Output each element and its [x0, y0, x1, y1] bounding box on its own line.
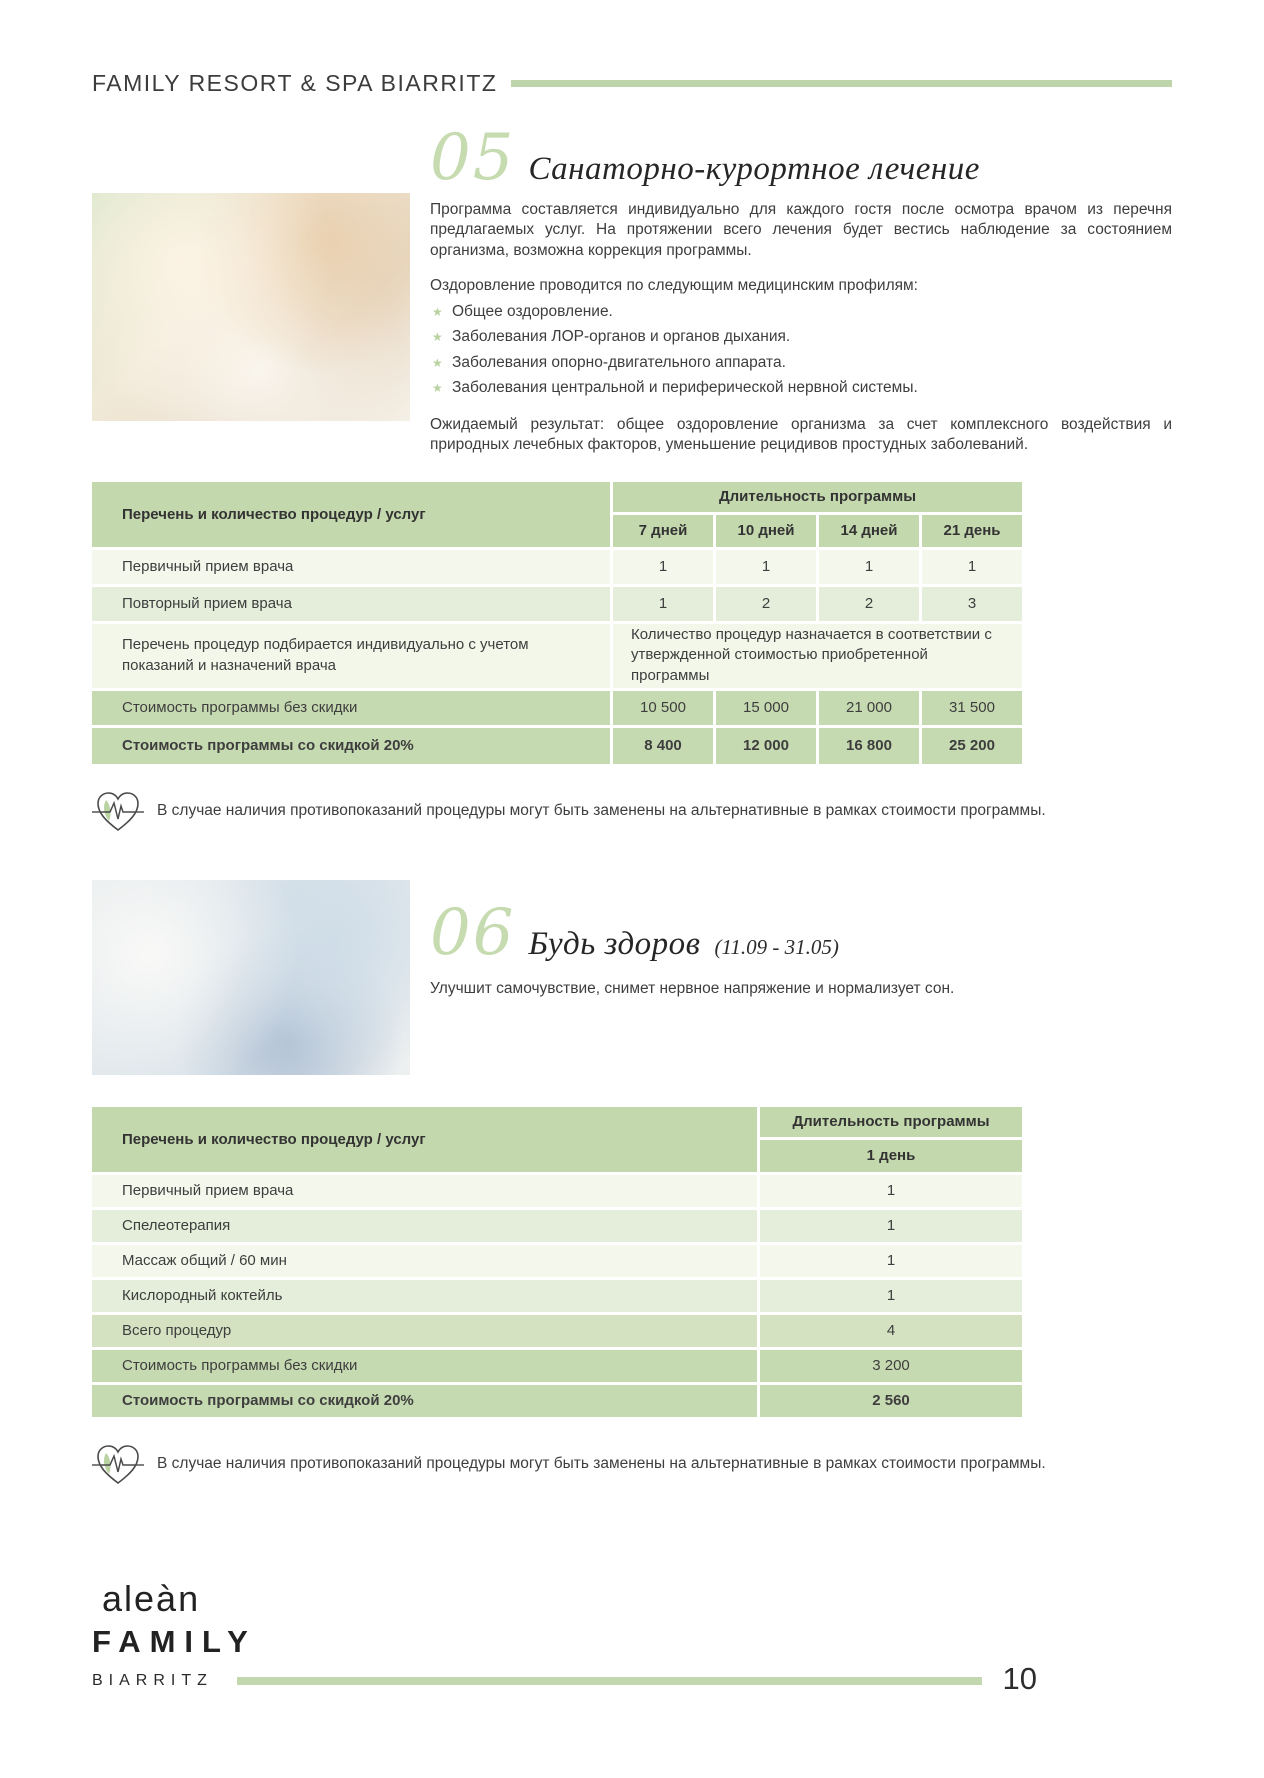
duration-cell: 10 дней [716, 514, 816, 547]
price-label-cell: Стоимость программы без скидки [92, 1349, 757, 1382]
service-label-cell: Массаж общий / 60 мин [92, 1244, 757, 1277]
total-value-cell: 4 [760, 1314, 1022, 1347]
service-value-cell: 2 [819, 586, 919, 621]
section-06-heading: 06 Будь здоров (11.09 - 31.05) [430, 895, 1172, 970]
list-item-text: Заболевания ЛОР-органов и органов дыхани… [452, 328, 791, 346]
program-table-05: Перечень и количество процедур / услуг Д… [92, 481, 1172, 764]
list-item-text: Общее оздоровление. [452, 302, 613, 320]
contraindication-note-2: В случае наличия противопоказаний процед… [92, 1443, 1172, 1487]
duration-cell: 7 дней [613, 514, 713, 547]
list-item: ★ Заболевания центральной и периферическо… [430, 378, 1172, 398]
star-icon: ★ [432, 381, 443, 396]
price-value-cell: 31 500 [922, 690, 1022, 725]
section-05: 05 Санаторно-курортное лечение Программа… [92, 121, 1172, 456]
price-value-cell: 15 000 [716, 690, 816, 725]
list-item: ★ Общее оздоровление. [430, 302, 1172, 322]
expected-result-paragraph: Ожидаемый результат: общее оздоровление … [430, 415, 1172, 454]
section-06-content: 06 Будь здоров (11.09 - 31.05) Улучшит с… [430, 895, 1172, 1075]
service-value-cell: 1 [760, 1174, 1022, 1207]
page-number: 10 [1002, 1661, 1037, 1696]
individual-note-right-cell: Количество процедур назначается в соотве… [613, 623, 1022, 688]
logo-family: FAMILY [92, 1624, 257, 1659]
list-item-text: Заболевания центральной и периферической… [452, 379, 918, 397]
discount-price-value-cell: 12 000 [716, 727, 816, 764]
list-item-text: Заболевания опорно-двигательного аппарат… [452, 353, 786, 371]
service-value-cell: 1 [760, 1209, 1022, 1242]
section-number: 05 [430, 121, 516, 195]
star-icon: ★ [432, 330, 443, 345]
logo-brand: aleàn [102, 1578, 201, 1619]
total-label-cell: Всего процедур [92, 1314, 757, 1347]
price-value-cell: 3 200 [760, 1349, 1022, 1382]
section-05-heading: 05 Санаторно-курортное лечение [430, 121, 1172, 195]
price-label-cell: Стоимость программы без скидки [92, 690, 610, 725]
heart-ekg-icon [92, 791, 144, 831]
section-06: 06 Будь здоров (11.09 - 31.05) Улучшит с… [92, 879, 1172, 1075]
note-text: В случае наличия противопоказаний процед… [157, 802, 1046, 820]
price-value-cell: 10 500 [613, 690, 713, 725]
discount-price-value-cell: 16 800 [819, 727, 919, 764]
service-label-cell: Спелеотерапия [92, 1209, 757, 1242]
service-value-cell: 3 [922, 586, 1022, 621]
page-footer: aleàn FAMILY BIARRITZ 10 [92, 1578, 1037, 1696]
section-dates: (11.09 - 31.05) [714, 934, 839, 959]
discount-price-value-cell: 2 560 [760, 1384, 1022, 1417]
services-header-cell: Перечень и количество процедур / услуг [92, 1106, 757, 1172]
discount-price-value-cell: 8 400 [613, 727, 713, 764]
star-icon: ★ [432, 355, 443, 370]
discount-price-label-cell: Стоимость программы со скидкой 20% [92, 1384, 757, 1417]
section-title: Санаторно-курортное лечение [528, 151, 980, 187]
profiles-list: ★ Общее оздоровление. ★ Заболевания ЛОР-ор… [430, 302, 1172, 399]
page-header: FAMILY RESORT & SPA BIARRITZ [92, 70, 1172, 97]
duration-cell: 1 день [760, 1139, 1022, 1172]
service-label-cell: Первичный прием врача [92, 549, 610, 584]
section-title: Будь здоров [528, 925, 701, 962]
individual-note-left-cell: Перечень процедур подбирается индивидуал… [92, 623, 610, 688]
footer-divider [237, 1677, 982, 1685]
service-value-cell: 1 [613, 549, 713, 584]
duration-cell: 14 дней [819, 514, 919, 547]
contraindication-note: В случае наличия противопоказаний процед… [92, 790, 1172, 834]
duration-header-cell: Длительность программы [613, 481, 1022, 512]
program-table-06: Перечень и количество процедур / услуг Д… [92, 1106, 1172, 1417]
service-value-cell: 1 [613, 586, 713, 621]
logo-biarritz: BIARRITZ [92, 1672, 213, 1689]
service-label-cell: Повторный прием врача [92, 586, 610, 621]
section-description: Улучшит самочувствие, снимет нервное нап… [430, 979, 955, 997]
note-text: В случае наличия противопоказаний процед… [157, 1455, 1046, 1473]
service-value-cell: 1 [760, 1244, 1022, 1277]
price-value-cell: 21 000 [819, 690, 919, 725]
list-item: ★ Заболевания опорно-двигательного аппара… [430, 353, 1172, 373]
discount-price-value-cell: 25 200 [922, 727, 1022, 764]
service-value-cell: 1 [819, 549, 919, 584]
service-value-cell: 1 [716, 549, 816, 584]
service-label-cell: Кислородный коктейль [92, 1279, 757, 1312]
alean-logo: aleàn FAMILY BIARRITZ [92, 1578, 1037, 1690]
header-divider [511, 80, 1172, 87]
section-05-content: 05 Санаторно-курортное лечение Программа… [430, 121, 1172, 456]
service-value-cell: 1 [922, 549, 1022, 584]
intro-paragraph: Программа составляется индивидуально для… [430, 201, 1172, 259]
duration-cell: 21 день [922, 514, 1022, 547]
service-value-cell: 2 [716, 586, 816, 621]
service-label-cell: Первичный прием врача [92, 1174, 757, 1207]
discount-price-label-cell: Стоимость программы со скидкой 20% [92, 727, 610, 764]
duration-header-cell: Длительность программы [760, 1106, 1022, 1137]
service-value-cell: 1 [760, 1279, 1022, 1312]
photo-doctor-child [92, 879, 410, 1075]
services-header-cell: Перечень и количество процедур / услуг [92, 481, 610, 547]
profiles-heading: Оздоровление проводится по следующим мед… [430, 277, 918, 295]
star-icon: ★ [432, 304, 443, 319]
heart-ekg-icon [92, 1444, 144, 1484]
list-item: ★ Заболевания ЛОР-органов и органов дыхан… [430, 327, 1172, 347]
resort-name: FAMILY RESORT & SPA BIARRITZ [92, 70, 498, 96]
photo-child-massage [92, 193, 410, 421]
section-number: 06 [430, 895, 516, 970]
